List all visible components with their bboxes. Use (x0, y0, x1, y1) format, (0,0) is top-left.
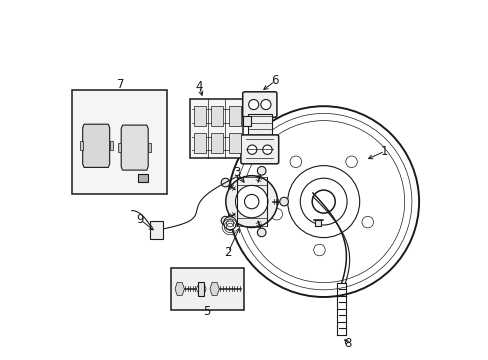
Text: 7: 7 (116, 78, 124, 91)
Circle shape (257, 228, 265, 237)
Text: 3: 3 (233, 166, 241, 179)
Bar (228, 106, 241, 126)
Bar (72, 90, 167, 194)
Text: 2: 2 (224, 246, 232, 258)
Bar (247, 114, 271, 138)
Bar (80, 141, 82, 150)
Text: 1: 1 (380, 145, 388, 158)
Text: 4: 4 (195, 80, 203, 93)
Bar (194, 106, 205, 126)
Polygon shape (209, 282, 219, 295)
Circle shape (225, 176, 277, 228)
Circle shape (287, 166, 359, 238)
Circle shape (260, 99, 270, 109)
FancyBboxPatch shape (242, 92, 276, 117)
Text: 9: 9 (136, 213, 143, 226)
Circle shape (279, 197, 288, 206)
Circle shape (228, 106, 418, 297)
Bar (315, 220, 321, 226)
FancyBboxPatch shape (190, 99, 242, 158)
Text: 8: 8 (344, 337, 351, 350)
Circle shape (262, 145, 272, 154)
Circle shape (247, 145, 256, 154)
Bar (149, 221, 163, 239)
Bar (194, 133, 205, 153)
Circle shape (300, 178, 346, 225)
Bar (211, 106, 223, 126)
Bar (211, 133, 223, 153)
Bar (118, 143, 121, 152)
Bar (109, 141, 112, 150)
Circle shape (196, 284, 205, 293)
Bar (170, 268, 244, 310)
Polygon shape (82, 124, 109, 167)
Circle shape (311, 190, 335, 213)
Circle shape (244, 194, 258, 209)
Text: 5: 5 (203, 305, 210, 318)
Polygon shape (175, 282, 184, 295)
Bar (198, 282, 204, 296)
Polygon shape (121, 125, 148, 170)
Circle shape (248, 99, 258, 109)
Circle shape (235, 185, 267, 218)
Circle shape (221, 216, 229, 225)
Text: 6: 6 (271, 75, 278, 87)
Circle shape (223, 217, 236, 230)
Bar (228, 133, 241, 153)
Circle shape (221, 178, 229, 187)
Bar (242, 116, 250, 126)
Bar (148, 143, 151, 152)
FancyBboxPatch shape (241, 135, 278, 164)
Bar (138, 174, 148, 182)
Circle shape (257, 166, 265, 175)
